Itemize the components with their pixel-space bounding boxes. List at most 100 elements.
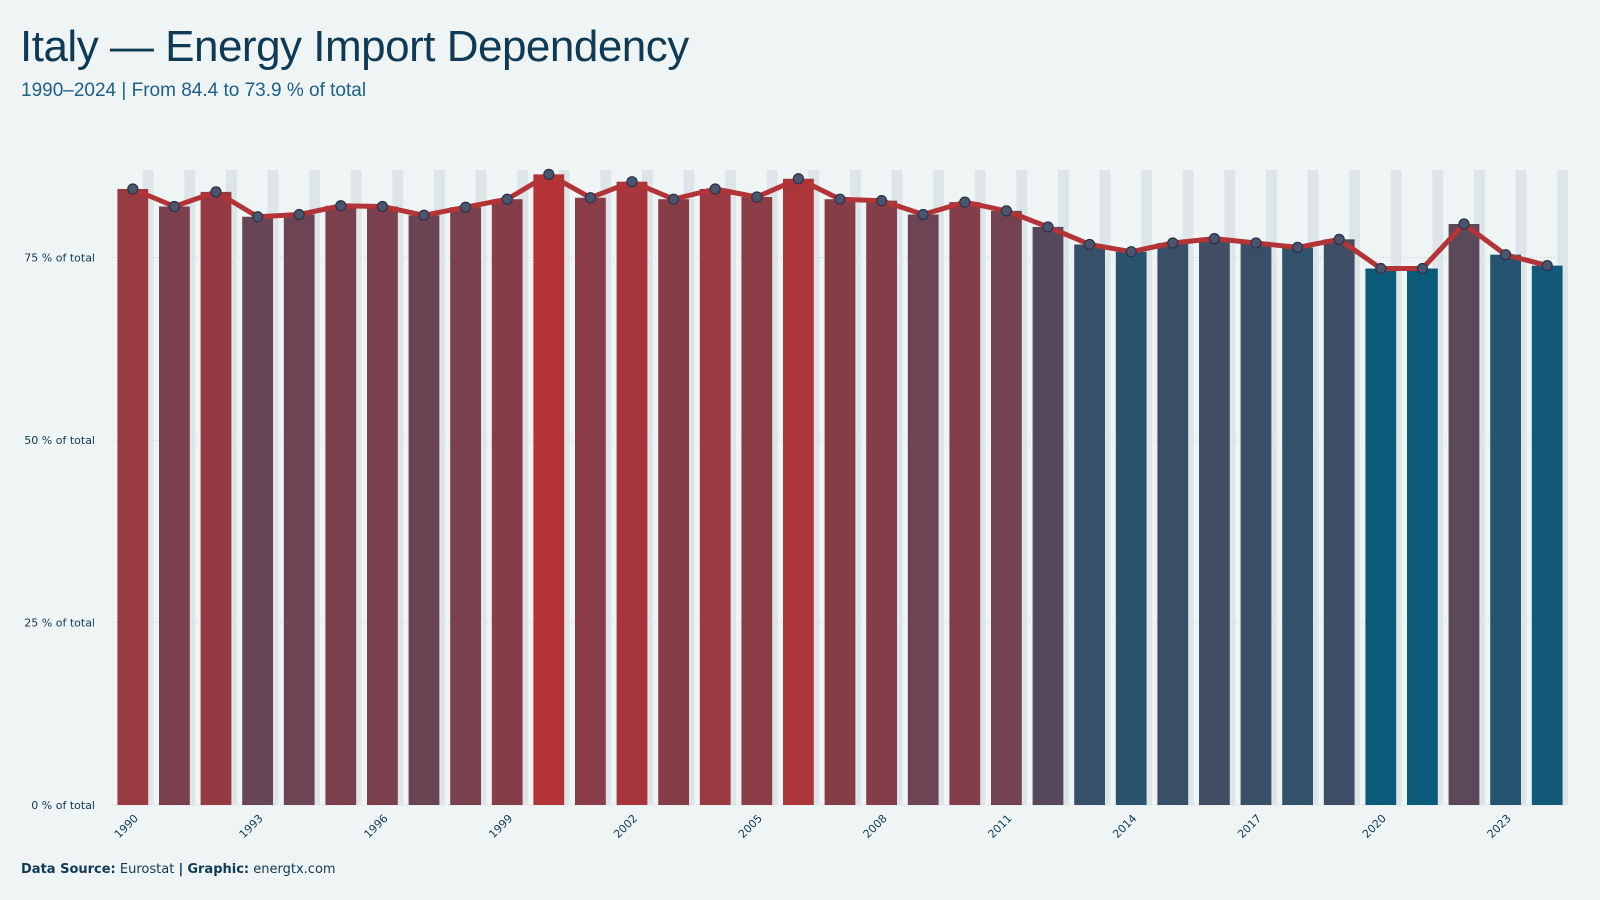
y-tick-label: 50 % of total [24,434,95,447]
point-1995 [335,200,347,212]
bar-1995 [325,205,357,805]
point-1994 [293,208,305,221]
bar-2001 [575,197,606,806]
point-1991 [168,200,180,213]
bar-1993 [242,216,273,805]
bar-2020 [1365,268,1397,805]
bar-2011 [991,210,1022,806]
bar-2018 [1282,247,1313,806]
footer-separator: | [178,862,184,877]
bar-2005 [741,197,773,806]
footer-credits: Data Source: Eurostat | Graphic: energtx… [21,862,336,877]
x-tick-label: 1993 [237,812,266,841]
point-2006 [792,173,805,185]
bar-gap-slot [1182,170,1194,805]
bar-2009 [907,214,939,805]
bar-2021 [1407,268,1438,805]
point-1990 [127,183,139,195]
point-2024 [1541,260,1553,272]
x-tick-label: 2020 [1360,812,1389,841]
x-tick-label: 1999 [486,812,515,841]
x-tick-label: 1996 [362,812,391,841]
point-2002 [626,176,638,188]
point-2013 [1083,238,1096,251]
y-tick-label: 25 % of total [24,617,95,630]
bar-2000 [533,174,565,806]
chart-subtitle: 1990–2024 | From 84.4 to 73.9 % of total [21,80,367,101]
point-2000 [543,168,555,180]
bar-2004 [699,188,731,806]
bar-1998 [450,207,481,806]
x-tick-label: 2002 [611,812,640,841]
bar-1990 [117,188,149,806]
bar-1999 [491,199,523,805]
bar-2013 [1074,244,1105,806]
bar-1991 [159,206,190,805]
y-axis: 0 % of total 25 % of total 50 % of total 75… [24,252,95,812]
point-2008 [875,195,888,207]
bar-2007 [824,199,856,805]
point-2009 [917,208,929,221]
point-1996 [376,200,388,213]
x-tick-label: 2014 [1110,812,1139,841]
point-layer [127,168,1553,275]
bar-2023 [1490,254,1521,805]
bar-1996 [367,206,398,805]
bar-2022 [1448,224,1480,806]
point-1993 [252,211,264,223]
point-2020 [1375,262,1387,275]
bar-1992 [200,191,232,805]
point-2016 [1208,233,1221,245]
point-2011 [1000,205,1013,217]
x-axis: 1990 1993 1996 1999 2002 2005 2008 2011 2014 2017… [112,812,1514,841]
point-2014 [1125,246,1137,258]
point-2021 [1416,262,1429,275]
point-1999 [501,193,513,205]
source-label: Data Source: [21,862,116,877]
bar-gap-slot [433,170,445,805]
bar-2017 [1240,242,1272,805]
point-2010 [959,196,971,208]
point-2015 [1167,237,1179,249]
graphic-value: energtx.com [253,862,336,877]
bar-gap-slot [725,170,736,805]
x-tick-label: 2023 [1485,812,1514,841]
point-2005 [751,191,763,203]
bar-2024 [1531,265,1563,805]
y-tick-label: 0 % of total [31,799,95,812]
bar-2014 [1115,251,1147,805]
point-2023 [1499,249,1512,261]
source-value: Eurostat [119,862,175,877]
bar-gap-slot [350,170,362,805]
bar-1997 [408,215,440,805]
bar-2008 [866,200,897,806]
point-2012 [1042,221,1054,233]
point-1997 [418,209,430,221]
point-1998 [460,201,472,213]
point-2001 [584,192,597,204]
bar-2006 [783,178,814,806]
x-tick-label: 2008 [861,812,890,841]
chart-title: Italy — Energy Import Dependency [20,22,689,71]
bar-gap-slot [933,170,944,805]
bar-2002 [616,181,648,805]
point-1992 [210,186,222,198]
bar-layer [117,174,1563,806]
y-tick-label: 75 % of total [24,252,95,265]
point-2019 [1333,233,1345,245]
bar-gap-slot [1390,170,1402,805]
point-2003 [667,193,680,205]
bar-2012 [1032,226,1064,805]
bar-2003 [658,199,689,805]
x-tick-label: 2011 [986,812,1015,841]
bar-1994 [283,214,315,805]
x-tick-label: 2005 [736,812,765,841]
point-2017 [1250,237,1262,249]
bar-2016 [1199,238,1230,805]
point-2004 [709,183,721,195]
bar-2010 [949,202,981,806]
bar-2015 [1157,242,1189,805]
point-2007 [834,193,846,205]
point-2018 [1291,241,1304,253]
x-tick-label: 1990 [112,812,141,841]
